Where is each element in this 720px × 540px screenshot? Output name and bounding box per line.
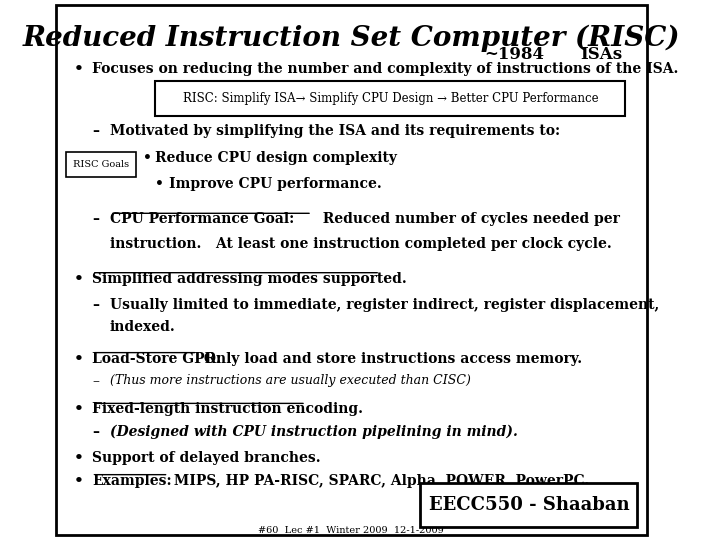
Text: Focuses on reducing the number and complexity of instructions of the ISA.: Focuses on reducing the number and compl… [92, 62, 678, 76]
Text: –: – [92, 374, 99, 388]
Text: •: • [74, 402, 84, 416]
FancyBboxPatch shape [420, 483, 637, 526]
Text: •: • [74, 474, 84, 488]
Text: (Designed with CPU instruction pipelining in mind).: (Designed with CPU instruction pipelinin… [110, 425, 518, 440]
Text: Only load and store instructions access memory.: Only load and store instructions access … [199, 352, 582, 366]
Text: –: – [92, 212, 99, 226]
Text: Reduce CPU design complexity: Reduce CPU design complexity [156, 151, 397, 165]
Text: •: • [156, 177, 164, 191]
Text: –: – [92, 425, 99, 439]
Text: Improve CPU performance.: Improve CPU performance. [169, 177, 382, 191]
Text: Support of delayed branches.: Support of delayed branches. [92, 451, 320, 465]
Text: Examples:: Examples: [92, 474, 171, 488]
Text: •: • [74, 62, 84, 76]
Text: Load-Store GPR:: Load-Store GPR: [92, 352, 221, 366]
Text: instruction.   At least one instruction completed per clock cycle.: instruction. At least one instruction co… [110, 237, 612, 251]
Text: Usually limited to immediate, register indirect, register displacement,: Usually limited to immediate, register i… [110, 298, 660, 312]
Text: –: – [92, 298, 99, 312]
FancyBboxPatch shape [55, 5, 647, 535]
Text: Fixed-length instruction encoding.: Fixed-length instruction encoding. [92, 402, 363, 416]
Text: indexed.: indexed. [110, 320, 176, 334]
Text: CPU Performance Goal:: CPU Performance Goal: [110, 212, 294, 226]
Text: RISC: Simplify ISA→ Simplify CPU Design → Better CPU Performance: RISC: Simplify ISA→ Simplify CPU Design … [183, 92, 598, 105]
Text: Motivated by simplifying the ISA and its requirements to:: Motivated by simplifying the ISA and its… [110, 124, 560, 138]
Text: MIPS, HP PA-RISC, SPARC, Alpha, POWER, PowerPC.: MIPS, HP PA-RISC, SPARC, Alpha, POWER, P… [169, 474, 590, 488]
Text: •: • [143, 151, 152, 165]
Text: Simplified addressing modes supported.: Simplified addressing modes supported. [92, 272, 407, 286]
Text: EECC550 - Shaaban: EECC550 - Shaaban [428, 496, 629, 514]
Text: –: – [92, 124, 99, 138]
Text: ~1984: ~1984 [484, 46, 544, 63]
Text: (Thus more instructions are usually executed than CISC): (Thus more instructions are usually exec… [110, 374, 471, 387]
Text: ISAs: ISAs [580, 46, 622, 63]
Text: •: • [74, 352, 84, 366]
Text: RISC Goals: RISC Goals [73, 160, 129, 169]
Text: Reduced Instruction Set Computer (RISC): Reduced Instruction Set Computer (RISC) [22, 24, 680, 52]
Text: •: • [74, 272, 84, 286]
Text: #60  Lec #1  Winter 2009  12-1-2009: #60 Lec #1 Winter 2009 12-1-2009 [258, 526, 444, 535]
FancyBboxPatch shape [156, 81, 626, 116]
Text: •: • [74, 451, 84, 465]
FancyBboxPatch shape [66, 152, 136, 177]
Text: Reduced number of cycles needed per: Reduced number of cycles needed per [313, 212, 620, 226]
